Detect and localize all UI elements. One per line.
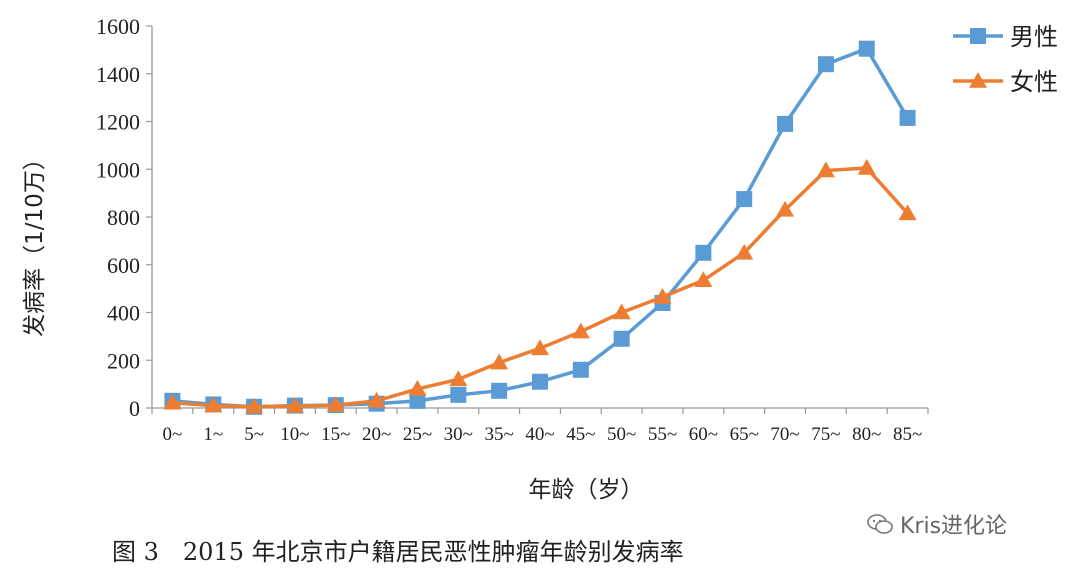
x-tick-label: 35~: [485, 424, 514, 445]
y-tick-label: 1000: [96, 157, 140, 182]
x-tick-label: 45~: [566, 424, 595, 445]
y-tick-label: 1200: [96, 110, 140, 135]
data-point: [899, 109, 916, 126]
data-point: [695, 244, 712, 261]
data-point: [898, 204, 917, 221]
data-point: [326, 396, 345, 412]
x-tick-label: 75~: [811, 424, 840, 445]
x-axis-title: 年龄（岁）: [529, 477, 644, 503]
series-layer: [163, 40, 917, 415]
data-point: [163, 393, 182, 410]
data-point: [532, 373, 548, 390]
y-tick-label: 400: [107, 301, 140, 326]
y-axis-title: 发病率（1/10万）: [22, 147, 48, 337]
data-point: [857, 159, 876, 175]
data-point: [776, 200, 795, 217]
data-point: [736, 191, 753, 208]
x-tick-label: 40~: [525, 424, 554, 445]
x-tick-label: 55~: [648, 424, 677, 445]
x-tick-label: 0~: [163, 424, 183, 445]
data-point: [613, 330, 630, 347]
legend-label: 女性: [1010, 68, 1058, 96]
data-point: [491, 382, 508, 399]
data-point: [204, 396, 223, 413]
data-point: [777, 115, 794, 132]
y-tick-label: 0: [129, 396, 140, 421]
data-point: [572, 361, 589, 378]
data-point: [817, 56, 834, 73]
legend-marker: [969, 72, 987, 88]
data-point: [367, 391, 386, 408]
wechat-icon: [867, 514, 893, 534]
data-point: [653, 287, 672, 304]
x-tick-label: 20~: [362, 424, 391, 445]
x-tick-label: 60~: [689, 424, 718, 445]
data-point: [450, 386, 467, 403]
legend-marker: [970, 28, 986, 44]
watermark-text: Kris进化论: [900, 514, 1008, 539]
series-2: [163, 159, 917, 414]
x-tick-label: 85~: [893, 424, 922, 445]
y-tick-label: 1400: [96, 62, 140, 87]
y-tick-label: 1600: [96, 14, 140, 39]
legend-label: 男性: [1010, 23, 1058, 51]
x-tick-label: 30~: [444, 424, 473, 445]
x-tick-label: 15~: [321, 424, 350, 445]
x-tick-label: 65~: [730, 424, 759, 445]
x-tick-label: 70~: [770, 424, 799, 445]
data-point: [245, 397, 264, 414]
series-1: [164, 40, 916, 415]
data-point: [735, 243, 754, 260]
x-tick-label: 1~: [203, 424, 223, 445]
figure-caption: 图 3 2015 年北京市户籍居民恶性肿瘤年龄别发病率: [112, 538, 684, 566]
data-point: [449, 370, 468, 387]
data-point: [858, 40, 875, 57]
data-point: [408, 379, 427, 396]
x-tick-label: 10~: [280, 424, 309, 445]
data-point: [816, 161, 835, 178]
data-point: [285, 397, 304, 413]
data-point: [571, 322, 590, 339]
data-point: [490, 353, 509, 370]
y-tick-label: 600: [107, 253, 140, 278]
x-tick-label: 5~: [244, 424, 264, 445]
y-tick-labels: 0 200 400 600 800 1000 1200 1400 1600: [96, 14, 140, 421]
data-point: [409, 392, 426, 409]
x-tick-label: 25~: [403, 424, 432, 445]
data-point: [531, 339, 549, 356]
x-tick-labels: 0~ 1~ 5~ 10~ 15~ 20~ 25~ 30~ 35~ 40~ 45~ 50~ 55~ 60~ 6…: [163, 424, 923, 445]
x-tick-label: 80~: [852, 424, 881, 445]
data-point: [612, 303, 631, 320]
y-tick-label: 200: [107, 348, 140, 373]
data-point: [694, 271, 713, 288]
x-tick-label: 50~: [607, 424, 636, 445]
watermark: Kris进化论: [866, 508, 1007, 540]
y-tick-label: 800: [107, 205, 140, 230]
series-line: [172, 166, 909, 409]
